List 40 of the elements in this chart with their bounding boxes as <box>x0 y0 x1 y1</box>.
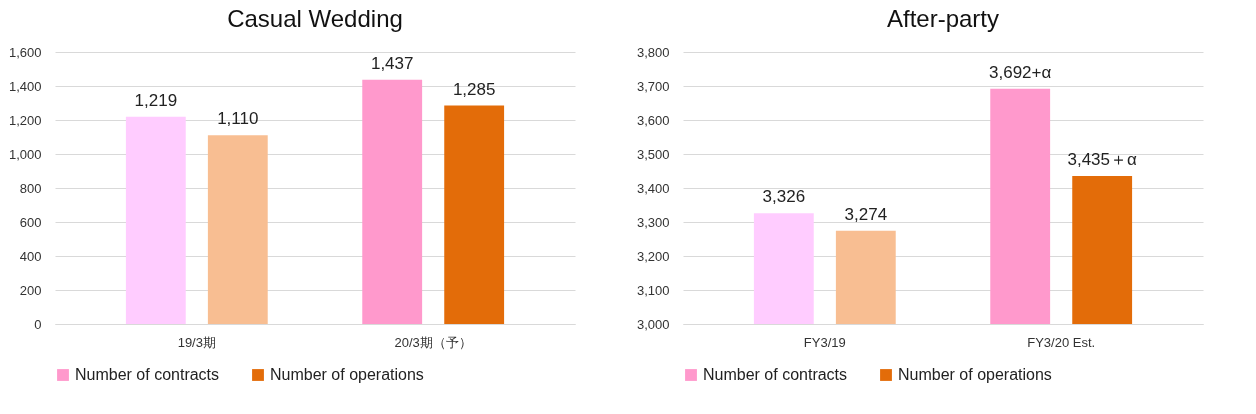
y-tick-label: 3,100 <box>636 282 670 298</box>
data-label: 3,326 <box>762 187 806 207</box>
x-tick-label: FY3/20 Est. <box>1027 334 1096 350</box>
chart-title: After-party <box>886 5 1000 32</box>
y-tick-label: 400 <box>19 248 42 264</box>
legend-label: Number of operations <box>898 366 1052 383</box>
y-tick-label: 1,000 <box>8 146 42 162</box>
y-tick-label: 1,200 <box>8 112 42 128</box>
legend-label: Number of contracts <box>703 366 848 383</box>
data-label: 3,274 <box>844 204 888 224</box>
y-tick-label: 3,400 <box>636 180 670 196</box>
bar <box>207 135 268 324</box>
y-tick-label: 3,200 <box>636 248 670 264</box>
data-label: 3,435＋α <box>1067 150 1138 170</box>
y-tick-label: 3,700 <box>636 78 670 94</box>
data-label: 1,219 <box>134 90 178 110</box>
legend-label: Number of contracts <box>75 366 220 383</box>
x-tick-label: FY3/19 <box>803 334 846 350</box>
y-tick-label: 0 <box>34 316 42 332</box>
data-label: 3,692+α <box>989 62 1052 82</box>
y-tick-label: 200 <box>19 282 42 298</box>
y-tick-label: 3,600 <box>636 112 670 128</box>
y-tick-label: 1,600 <box>8 44 42 60</box>
y-tick-label: 800 <box>19 180 42 196</box>
data-label: 1,437 <box>370 53 414 73</box>
x-tick-label: 20/3期（予） <box>394 334 472 350</box>
x-tick-label: 19/3期 <box>177 334 216 350</box>
y-tick-label: 600 <box>19 214 42 230</box>
chart-title: Casual Wedding <box>227 5 403 32</box>
y-tick-label: 3,300 <box>636 214 670 230</box>
y-tick-label: 3,000 <box>636 316 670 332</box>
bar <box>125 116 186 324</box>
data-label: 1,285 <box>452 79 496 99</box>
bar <box>362 79 423 324</box>
legend-label: Number of operations <box>270 366 424 383</box>
y-tick-label: 1,400 <box>8 78 42 94</box>
data-label: 1,110 <box>217 109 259 129</box>
bar <box>444 105 505 324</box>
y-tick-label: 3,500 <box>636 146 670 162</box>
y-tick-label: 3,800 <box>636 44 670 60</box>
